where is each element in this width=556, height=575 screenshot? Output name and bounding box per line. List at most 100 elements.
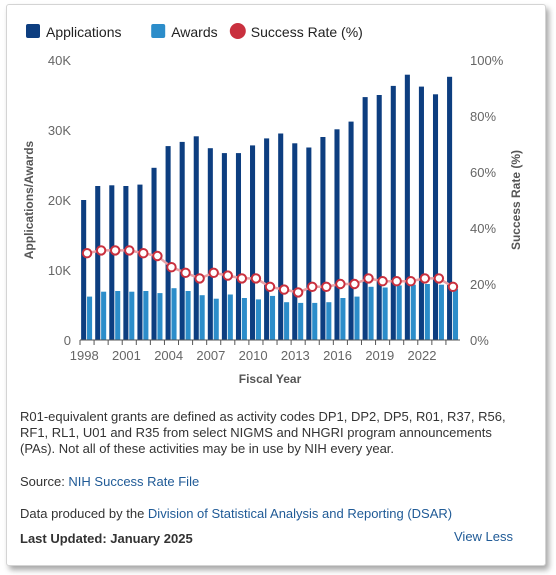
produced-line: Data produced by the Division of Statist… xyxy=(20,506,452,522)
bar-applications xyxy=(362,97,368,340)
bar-applications xyxy=(334,129,340,340)
bar-applications xyxy=(123,186,129,340)
right-tick-label: 60% xyxy=(470,165,496,180)
success-rate-point xyxy=(405,276,416,287)
success-rate-point xyxy=(208,267,219,278)
bar-applications xyxy=(320,137,326,340)
x-tick-label: 2007 xyxy=(196,348,225,363)
bar-awards xyxy=(241,298,247,340)
bar-awards xyxy=(298,302,304,340)
success-rate-point xyxy=(278,284,290,295)
bar-awards xyxy=(213,298,219,340)
legend-label-0: Applications xyxy=(46,24,122,40)
x-tick-label: 2016 xyxy=(323,348,352,363)
bar-awards xyxy=(326,302,332,340)
x-tick-label: 2004 xyxy=(154,348,183,363)
legend-label-2: Success Rate (%) xyxy=(251,24,363,40)
produced-prefix: Data produced by the xyxy=(20,506,148,521)
bar-awards xyxy=(143,291,149,340)
right-tick-label: 100% xyxy=(470,53,504,68)
bar-awards xyxy=(424,284,430,340)
success-rate-point xyxy=(81,248,93,259)
right-axis-title: Success Rate (%) xyxy=(509,150,523,250)
bar-awards xyxy=(438,284,444,340)
right-tick-label: 20% xyxy=(470,277,496,292)
x-tick-label: 1998 xyxy=(70,348,99,363)
source-prefix: Source: xyxy=(20,474,69,489)
bar-awards xyxy=(396,285,402,340)
bar-applications xyxy=(207,148,213,340)
bar-applications xyxy=(221,153,227,340)
x-tick-label: 2010 xyxy=(239,348,268,363)
success-rate-point xyxy=(335,278,346,290)
bar-awards xyxy=(284,302,290,340)
success-rate-point xyxy=(166,262,177,273)
success-rate-point xyxy=(264,281,276,292)
bar-awards xyxy=(270,295,276,340)
bar-applications xyxy=(95,186,101,340)
success-rate-point xyxy=(363,273,374,284)
right-tick-label: 0% xyxy=(470,333,489,348)
bar-applications xyxy=(137,184,143,340)
bar-awards xyxy=(129,291,135,340)
right-tick-label: 40% xyxy=(470,221,496,236)
success-rate-point xyxy=(419,273,431,284)
legend-marker-2 xyxy=(229,23,246,39)
success-rate-point xyxy=(447,281,459,292)
source-link[interactable]: NIH Success Rate File xyxy=(68,474,200,489)
bar-applications xyxy=(81,200,87,340)
left-tick-label: 30K xyxy=(48,123,71,138)
right-tick-label: 80% xyxy=(470,109,496,124)
bar-applications xyxy=(390,85,396,341)
success-rate-point xyxy=(194,273,205,284)
bar-applications xyxy=(109,185,115,340)
legend-marker-1 xyxy=(151,24,166,38)
success-rate-point xyxy=(109,245,121,256)
bar-applications xyxy=(292,143,298,340)
bar-applications xyxy=(165,146,171,340)
success-rate-point xyxy=(321,281,332,292)
left-tick-label: 40K xyxy=(48,53,71,68)
x-axis-title: Fiscal Year xyxy=(239,372,302,386)
definition-note: R01-equivalent grants are defined as act… xyxy=(20,409,506,456)
legend-marker-0 xyxy=(26,24,40,38)
x-tick-label: 2001 xyxy=(112,348,141,363)
bar-awards xyxy=(87,296,93,340)
left-tick-label: 20K xyxy=(48,193,71,208)
bar-applications xyxy=(306,147,312,340)
bar-applications xyxy=(193,136,199,340)
success-rate-point xyxy=(433,273,445,284)
bar-applications xyxy=(418,86,424,340)
source-line: Source: NIH Success Rate File xyxy=(20,474,199,490)
bar-awards xyxy=(368,286,374,340)
success-rate-point xyxy=(250,273,262,284)
success-rate-point xyxy=(222,270,233,281)
last-updated: Last Updated: January 2025 xyxy=(20,531,193,546)
view-less-link[interactable]: View Less xyxy=(454,529,514,544)
left-tick-label: 0 xyxy=(64,333,71,348)
bar-awards xyxy=(101,291,107,340)
bar-applications xyxy=(250,145,256,340)
bar-awards xyxy=(340,298,346,340)
success-rate-point xyxy=(138,248,149,259)
success-rate-point xyxy=(307,281,318,292)
success-rate-point xyxy=(236,273,248,284)
bar-awards xyxy=(382,287,388,340)
success-rate-point xyxy=(124,245,135,256)
bar-applications xyxy=(447,76,453,341)
bar-awards xyxy=(227,294,233,340)
bar-applications xyxy=(376,95,382,340)
bar-awards xyxy=(312,302,318,340)
success-rate-point xyxy=(180,267,191,278)
x-tick-label: 2013 xyxy=(281,348,310,363)
success-rate-point xyxy=(292,287,304,298)
left-axis-title: Applications/Awards xyxy=(22,140,36,259)
bar-applications xyxy=(235,153,242,340)
left-tick-label: 10K xyxy=(48,263,71,278)
bar-awards xyxy=(452,288,459,340)
success-rate-point xyxy=(95,245,107,256)
bar-applications xyxy=(404,74,410,340)
bar-applications xyxy=(179,141,185,340)
dsar-link[interactable]: Division of Statistical Analysis and Rep… xyxy=(147,506,453,521)
success-rate-point xyxy=(391,276,402,287)
